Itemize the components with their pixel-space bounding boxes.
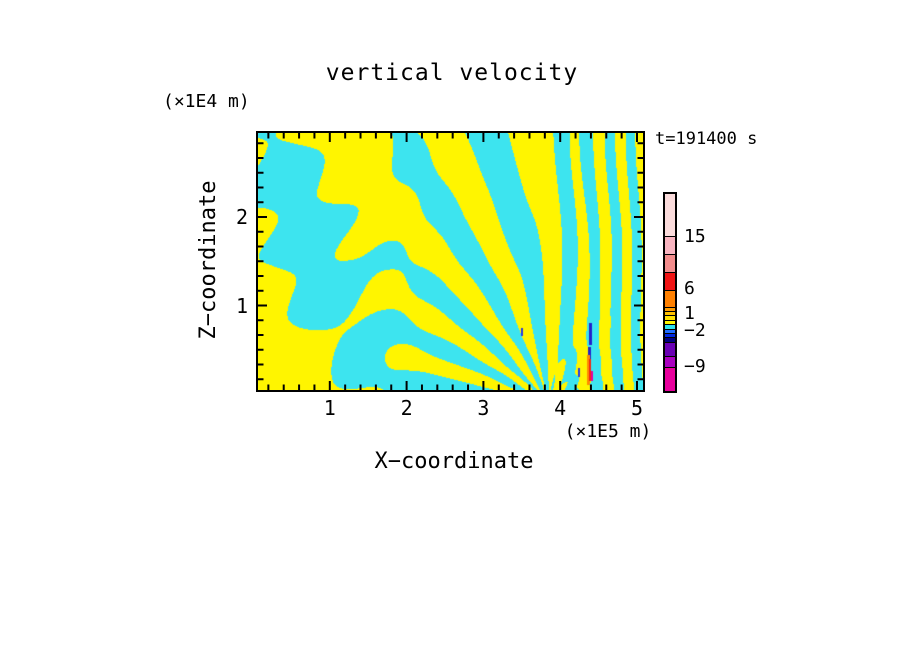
x-tick-label: 5 [630, 396, 644, 420]
colorbar-segment [665, 316, 675, 321]
x-axis-title: X−coordinate [374, 449, 534, 474]
colorbar-level-label: −2 [684, 320, 706, 341]
colorbar-level-label: 15 [684, 226, 706, 247]
z-axis-title: Z−coordinate [196, 180, 221, 340]
colorbar-segment [665, 321, 675, 325]
x-tick-label: 2 [400, 396, 413, 420]
colorbar-segment [665, 255, 675, 273]
colorbar-segment [665, 194, 675, 237]
colorbar-segment [665, 330, 675, 334]
y-tick-label: 1 [235, 293, 248, 318]
colorbar-segment [665, 312, 675, 316]
colorbar-segment [665, 237, 675, 255]
x-tick-label: 4 [554, 396, 567, 420]
x-tick-label: 3 [477, 396, 490, 420]
time-stamp-label: t=191400 s [655, 129, 758, 149]
x-axis-unit-label: (×1E5 m) [564, 421, 652, 442]
colorbar-segment [665, 273, 675, 291]
z-axis-unit-label: (×1E4 m) [163, 91, 250, 112]
colorbar-segment [665, 368, 675, 391]
colorbar-segment [665, 325, 675, 330]
y-tick-label: 2 [235, 205, 248, 229]
colorbar [663, 192, 677, 393]
colorbar-segment [665, 357, 675, 368]
axis-ticks [258, 133, 643, 390]
contour-field-canvas [258, 133, 643, 390]
colorbar-level-label: 1 [684, 303, 695, 324]
chart-title: vertical velocity [325, 60, 579, 86]
colorbar-segment [665, 291, 675, 308]
colorbar-segment [665, 343, 675, 357]
colorbar-segment [665, 308, 675, 312]
x-tick-label: 1 [323, 396, 336, 420]
colorbar-level-label: −9 [684, 356, 706, 377]
colorbar-level-label: 6 [684, 278, 695, 299]
colorbar-segment [665, 334, 675, 338]
colorbar-segment [665, 338, 675, 343]
plot-frame [256, 131, 645, 392]
